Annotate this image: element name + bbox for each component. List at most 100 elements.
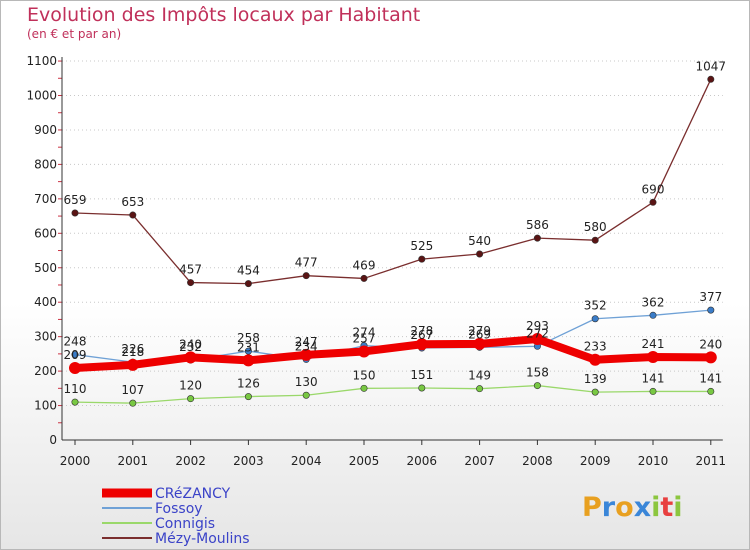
data-point-fossoy [244,347,252,355]
data-point-connigis [591,388,599,396]
logo-letter: t [660,492,673,523]
data-point-cr-zancy [126,358,139,371]
x-tick-label: 2005 [349,454,380,468]
legend-label: Fossoy [155,501,203,517]
y-tick-label: 900 [34,123,57,137]
data-point-cr-zancy [184,351,197,364]
data-label-fossoy: 226 [121,342,144,356]
data-label-connigis: 150 [353,368,376,382]
series-line-m-zy-moulins [74,78,712,285]
data-label-m-zy-moulins: 457 [179,263,202,277]
data-label-m-zy-moulins: 580 [584,220,607,234]
data-point-fossoy [591,315,599,323]
data-point-m-zy-moulins [707,75,715,83]
data-point-connigis [187,395,195,403]
data-label-connigis: 149 [468,369,491,383]
data-label-m-zy-moulins: 653 [121,195,144,209]
data-label-m-zy-moulins: 525 [410,239,433,253]
data-point-connigis [360,384,368,392]
data-point-connigis [649,387,657,395]
data-label-m-zy-moulins: 690 [642,182,665,196]
data-point-cr-zancy [300,348,313,361]
y-tick-label: 600 [34,226,57,240]
data-label-fossoy: 269 [468,327,491,341]
y-tick-label: 100 [34,399,57,413]
data-label-cr-zancy: 278 [410,324,433,338]
data-label-fossoy: 232 [179,340,202,354]
y-tick-label: 1100 [26,54,57,68]
series-line-fossoy [74,309,712,363]
logo-letter: o [615,492,634,523]
data-label-fossoy: 234 [295,339,318,353]
chart-subtitle: (en € et par an) [27,27,122,41]
logo-letter: x [634,492,651,523]
y-tick-label: 500 [34,261,57,275]
data-label-cr-zancy: 240 [179,337,202,351]
data-label-fossoy: 377 [699,290,722,304]
data-point-cr-zancy [242,354,255,367]
data-label-fossoy: 267 [410,328,433,342]
data-point-cr-zancy [704,351,717,364]
data-label-cr-zancy: 279 [468,324,491,338]
y-tick-label: 0 [49,433,57,447]
legend-label: Connigis [155,516,215,532]
data-label-m-zy-moulins: 586 [526,218,549,232]
data-point-fossoy [71,351,79,359]
x-tick-label: 2003 [233,454,264,468]
data-point-connigis [476,385,484,393]
data-point-m-zy-moulins [129,211,137,219]
y-tick-label: 400 [34,295,57,309]
y-tick-label: 1000 [26,89,57,103]
data-label-cr-zancy: 209 [64,348,87,362]
data-label-m-zy-moulins: 469 [353,258,376,272]
data-point-fossoy [649,311,657,319]
data-point-cr-zancy [473,337,486,350]
data-label-cr-zancy: 240 [699,337,722,351]
x-tick-label: 2000 [60,454,91,468]
data-label-cr-zancy: 218 [121,345,144,359]
data-label-fossoy: 352 [584,299,607,313]
data-label-m-zy-moulins: 454 [237,264,260,278]
data-point-m-zy-moulins [187,279,195,287]
data-point-m-zy-moulins [476,250,484,258]
data-label-connigis: 110 [64,382,87,396]
data-label-cr-zancy: 247 [295,335,318,349]
x-tick-label: 2010 [638,454,669,468]
data-label-fossoy: 258 [237,331,260,345]
data-point-connigis [418,384,426,392]
data-point-cr-zancy [531,333,544,346]
x-tick-label: 2007 [464,454,495,468]
logo-text: Proxiti [582,492,683,523]
data-label-m-zy-moulins: 1047 [696,59,727,73]
data-label-connigis: 130 [295,375,318,389]
proxiti-logo: Proxiti [582,492,683,523]
data-label-fossoy: 362 [642,295,665,309]
data-label-connigis: 141 [699,371,722,385]
data-point-cr-zancy [69,361,81,374]
data-label-fossoy: 248 [64,335,87,349]
x-tick-label: 2009 [580,454,611,468]
y-tick-label: 300 [34,330,57,344]
logo-letter: i [673,492,682,523]
data-label-cr-zancy: 233 [584,340,607,354]
data-label-connigis: 158 [526,366,549,380]
data-point-m-zy-moulins [418,255,426,263]
series-layer [69,75,717,407]
data-point-connigis [129,399,137,407]
x-tick-label: 2002 [175,454,206,468]
x-tick-label: 2008 [522,454,553,468]
data-label-fossoy: 274 [353,326,376,340]
data-point-m-zy-moulins [71,209,79,217]
series-line-connigis [74,384,712,404]
logo-letter: P [582,492,602,523]
data-label-connigis: 126 [237,377,260,391]
data-label-fossoy: 272 [526,326,549,340]
chart-title: Evolution des Impôts locaux par Habitant [27,4,421,26]
data-point-m-zy-moulins [244,280,252,288]
data-point-m-zy-moulins [533,234,541,242]
data-point-cr-zancy [589,353,602,366]
y-tick-label: 700 [34,192,57,206]
data-label-cr-zancy: 293 [526,319,549,333]
